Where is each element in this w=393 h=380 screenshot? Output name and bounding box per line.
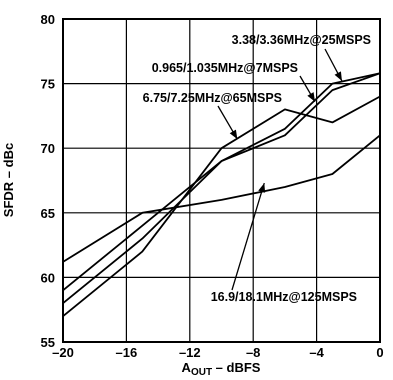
y-axis-title: SFDR – dBc xyxy=(1,143,16,217)
x-tick-label: 0 xyxy=(376,345,383,360)
x-axis-title: AOUT – dBFS xyxy=(182,360,261,378)
y-tick-label: 65 xyxy=(41,206,55,221)
x-tick-labels: –20 –16 –12 –8 –4 0 xyxy=(52,345,383,360)
series-lines xyxy=(63,73,380,316)
x-tick-label: –4 xyxy=(309,345,324,360)
series-line-2 xyxy=(63,73,380,290)
annotations: 3.38/3.36MHz@25MSPS 0.965/1.035MHz@7MSPS 6… xyxy=(143,33,371,304)
annotation-label-3: 6.75/7.25MHz@65MSPS xyxy=(143,91,282,105)
x-tick-label: –12 xyxy=(179,345,201,360)
y-tick-label: 60 xyxy=(41,270,55,285)
y-tick-label: 70 xyxy=(41,141,55,156)
x-axis-title-tail: – dBFS xyxy=(212,360,261,375)
series-line-1 xyxy=(63,73,380,303)
y-tick-label: 80 xyxy=(41,12,55,27)
annotation-arrowhead-3 xyxy=(230,130,238,140)
x-axis-title-subscript: OUT xyxy=(191,367,212,378)
x-tick-label: –20 xyxy=(52,345,74,360)
y-tick-label: 75 xyxy=(41,77,55,92)
annotation-label-4: 16.9/18.1MHz@125MSPS xyxy=(211,290,357,304)
y-tick-label: 55 xyxy=(41,335,55,350)
annotation-leader-4 xyxy=(232,183,264,290)
series-line-3 xyxy=(63,97,380,317)
annotation-label-1: 3.38/3.36MHz@25MSPS xyxy=(232,33,371,47)
x-tick-label: –8 xyxy=(246,345,260,360)
annotation-arrowhead-4 xyxy=(258,183,265,193)
x-tick-label: –16 xyxy=(116,345,138,360)
annotation-arrowhead-1 xyxy=(335,71,342,81)
annotation-label-2: 0.965/1.035MHz@7MSPS xyxy=(152,61,298,75)
annotation-arrowhead-2 xyxy=(307,92,315,102)
y-tick-labels: 55 60 65 70 75 80 xyxy=(41,12,55,350)
series-line-4 xyxy=(63,135,380,262)
